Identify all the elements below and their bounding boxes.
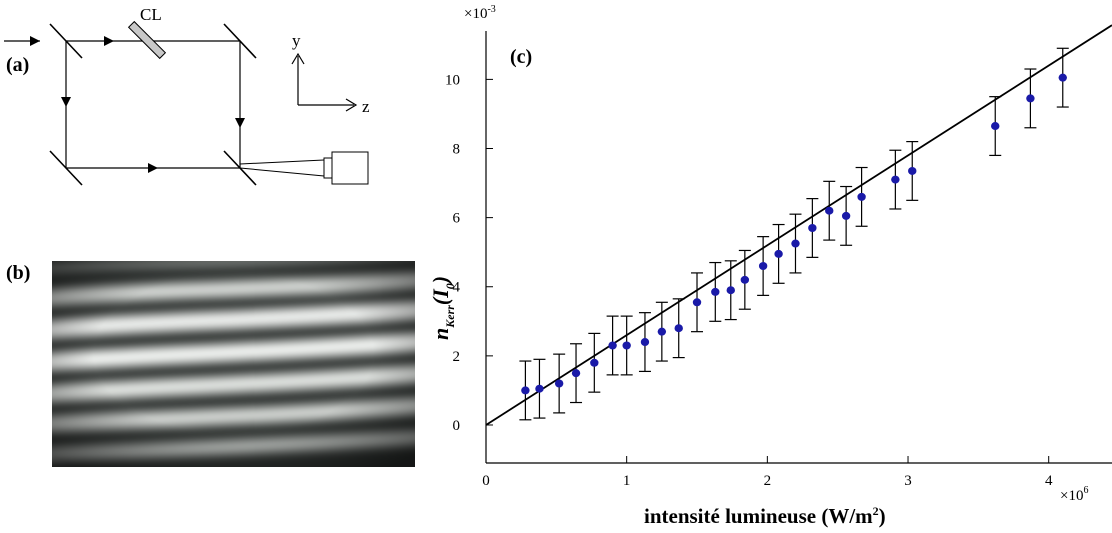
y-tick-label: 8 bbox=[453, 142, 461, 158]
x-tick-label: 0 bbox=[482, 473, 490, 489]
data-point bbox=[711, 288, 719, 296]
data-point bbox=[608, 341, 616, 349]
y-axis-label: nKerr(I0) bbox=[428, 276, 457, 340]
beam-arrow-icon bbox=[61, 97, 71, 107]
beam-arrow-icon bbox=[148, 163, 158, 173]
x-axis-label: intensité lumineuse (W/m2) bbox=[644, 504, 886, 528]
x-tick-label: 2 bbox=[764, 473, 772, 489]
interferometer-diagram: CL y z bbox=[0, 0, 420, 240]
data-point bbox=[908, 167, 916, 175]
y-multiplier: ×10-3 bbox=[464, 4, 496, 22]
data-point bbox=[842, 212, 850, 220]
y-tick-label: 6 bbox=[453, 211, 461, 227]
data-point bbox=[641, 338, 649, 346]
fit-line bbox=[486, 25, 1112, 425]
data-point bbox=[857, 193, 865, 201]
data-point bbox=[572, 369, 580, 377]
data-points bbox=[519, 48, 1068, 420]
fringe-photograph bbox=[52, 261, 415, 467]
y-tick-label: 0 bbox=[453, 418, 461, 434]
x-multiplier: ×106 bbox=[1060, 485, 1088, 504]
data-point bbox=[693, 298, 701, 306]
cell-lens-label: CL bbox=[140, 5, 162, 24]
data-point bbox=[808, 224, 816, 232]
data-point bbox=[590, 359, 598, 367]
data-point bbox=[991, 122, 999, 130]
data-point bbox=[658, 328, 666, 336]
x-tick-label: 4 bbox=[1045, 473, 1053, 489]
beam-arrow-icon bbox=[30, 36, 40, 46]
data-point bbox=[741, 276, 749, 284]
panel-label-b: (b) bbox=[6, 262, 30, 285]
camera-icon bbox=[332, 152, 368, 184]
x-tick-label: 1 bbox=[623, 473, 631, 489]
y-tick-label: 2 bbox=[453, 349, 461, 365]
cell-lens bbox=[129, 22, 166, 59]
axis-z-label: z bbox=[362, 97, 370, 116]
panel-label-c: (c) bbox=[510, 46, 532, 68]
beam-arrow-icon bbox=[235, 118, 245, 128]
data-point bbox=[774, 250, 782, 258]
data-point bbox=[1026, 94, 1034, 102]
data-point bbox=[791, 240, 799, 248]
data-point bbox=[825, 207, 833, 215]
data-point bbox=[891, 176, 899, 184]
data-point bbox=[675, 324, 683, 332]
axis-y-label: y bbox=[292, 31, 301, 50]
data-point bbox=[759, 262, 767, 270]
data-point bbox=[727, 286, 735, 294]
data-point bbox=[555, 380, 563, 388]
camera-lens bbox=[324, 158, 332, 178]
data-point bbox=[622, 341, 630, 349]
data-point bbox=[1059, 74, 1067, 82]
beam-arrow-icon bbox=[104, 36, 114, 46]
fit-line-group bbox=[486, 25, 1112, 425]
y-tick-label: 10 bbox=[445, 72, 460, 88]
data-point bbox=[521, 386, 529, 394]
data-point bbox=[535, 385, 543, 393]
x-tick-label: 3 bbox=[904, 473, 912, 489]
